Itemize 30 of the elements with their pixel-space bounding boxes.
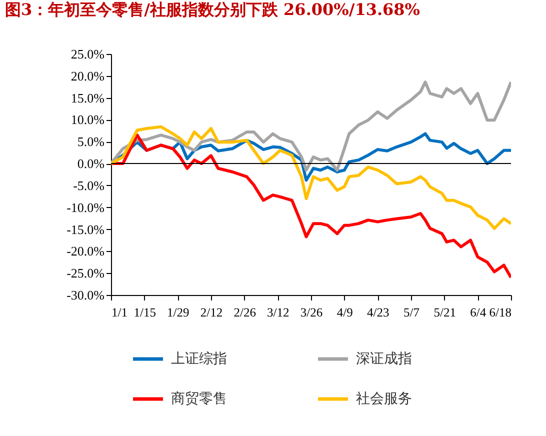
x-tick-label: 3/26 <box>300 306 323 320</box>
x-tick-label: 5/21 <box>434 306 456 320</box>
x-tick-label: 6/18 <box>489 306 512 320</box>
x-tick-label: 3/12 <box>267 306 290 320</box>
legend-label: 社会服务 <box>356 391 412 407</box>
y-tick-label: 15.0% <box>70 90 105 106</box>
x-tick-label: 6/4 <box>470 306 487 320</box>
x-tick-label: 1/1 <box>112 306 128 320</box>
x-tick-label: 4/9 <box>336 306 353 320</box>
x-tick-label: 2/12 <box>200 306 223 320</box>
y-tick-label: 0.0% <box>77 156 105 172</box>
y-tick-label: 20.0% <box>70 68 105 84</box>
y-tick-label: 10.0% <box>70 112 105 128</box>
y-tick-label: -30.0% <box>66 288 105 302</box>
y-tick-label: -20.0% <box>66 244 105 259</box>
legend-label: 商贸零售 <box>171 391 227 407</box>
x-tick-label: 4/23 <box>367 306 390 320</box>
y-tick-label: -5.0% <box>73 178 105 193</box>
legend-label: 深证成指 <box>356 351 412 367</box>
y-tick-label: 5.0% <box>77 134 105 150</box>
x-tick-label: 2/26 <box>234 306 256 320</box>
x-tick-label: 1/29 <box>167 306 190 320</box>
y-tick-label: -25.0% <box>66 266 105 281</box>
x-tick-label: 5/7 <box>404 306 420 320</box>
x-tick-label: 1/15 <box>134 306 156 320</box>
legend-label: 上证综指 <box>171 351 227 367</box>
y-tick-label: 25.0% <box>70 46 105 62</box>
y-tick-label: -15.0% <box>66 222 105 237</box>
chart-title: 图3：年初至今零售/社服指数分别下跌 26.00%/13.68% <box>5 0 420 19</box>
y-tick-label: -10.0% <box>66 200 105 215</box>
